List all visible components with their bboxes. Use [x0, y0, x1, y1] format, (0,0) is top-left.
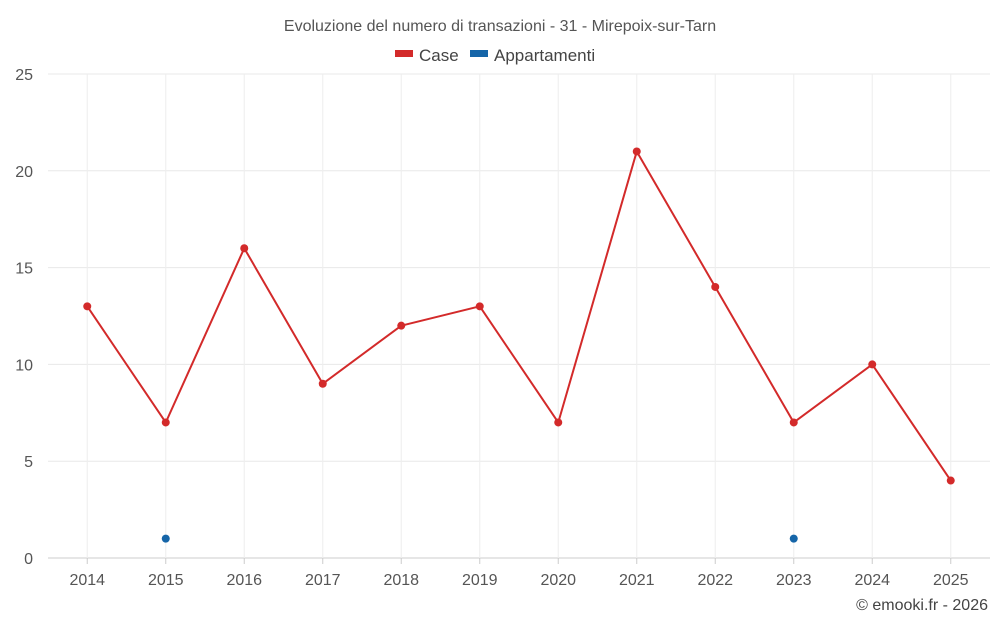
series-appartamenti: [161, 534, 798, 543]
data-point-case[interactable]: [318, 379, 327, 388]
data-point-case[interactable]: [475, 302, 484, 311]
x-tick-label: 2025: [933, 572, 969, 589]
legend-label-case: Case: [419, 46, 459, 65]
y-tick-label: 20: [15, 164, 33, 181]
legend-swatch-case: [395, 50, 413, 57]
x-tick-label: 2017: [305, 572, 341, 589]
y-tick-label: 0: [24, 551, 33, 568]
chart-title: Evoluzione del numero di transazioni - 3…: [284, 18, 716, 35]
y-axis-ticks: 0 5 10 15 20 25: [15, 67, 33, 568]
x-tick-label: 2021: [619, 572, 655, 589]
legend-swatch-appartamenti: [470, 50, 488, 57]
x-tick-label: 2020: [540, 572, 576, 589]
data-point-case[interactable]: [83, 302, 92, 311]
data-point-case[interactable]: [161, 418, 170, 427]
y-tick-label: 10: [15, 357, 33, 374]
data-point-appartamenti[interactable]: [161, 534, 170, 543]
x-tick-label: 2018: [383, 572, 419, 589]
credit-text: © emooki.fr - 2026: [856, 597, 988, 614]
data-point-case[interactable]: [240, 244, 249, 253]
y-tick-label: 15: [15, 261, 33, 278]
y-tick-label: 5: [24, 454, 33, 471]
x-tick-label: 2022: [697, 572, 733, 589]
legend: Case Appartamenti: [395, 46, 595, 65]
legend-label-appartamenti: Appartamenti: [494, 46, 595, 65]
x-axis-ticks: 2014 2015 2016 2017 2018 2019 2020 2021 2022 2023…: [69, 558, 969, 589]
x-tick-label: 2024: [854, 572, 890, 589]
legend-item-appartamenti[interactable]: Appartamenti: [470, 46, 595, 65]
data-point-case[interactable]: [946, 476, 955, 485]
legend-item-case[interactable]: Case: [395, 46, 459, 65]
data-point-case[interactable]: [789, 418, 798, 427]
y-tick-label: 25: [15, 67, 33, 84]
data-point-case[interactable]: [397, 321, 406, 330]
x-tick-label: 2014: [69, 572, 105, 589]
x-tick-label: 2019: [462, 572, 498, 589]
data-point-case[interactable]: [711, 282, 720, 291]
x-tick-label: 2016: [226, 572, 262, 589]
series-case: [83, 147, 955, 485]
x-tick-label: 2015: [148, 572, 184, 589]
data-point-case[interactable]: [554, 418, 563, 427]
grid: [48, 73, 990, 559]
data-point-case[interactable]: [632, 147, 641, 156]
data-point-appartamenti[interactable]: [789, 534, 798, 543]
series-line-case: [86, 150, 952, 482]
x-tick-label: 2023: [776, 572, 812, 589]
data-point-case[interactable]: [868, 360, 877, 369]
series-layer: [83, 147, 955, 543]
